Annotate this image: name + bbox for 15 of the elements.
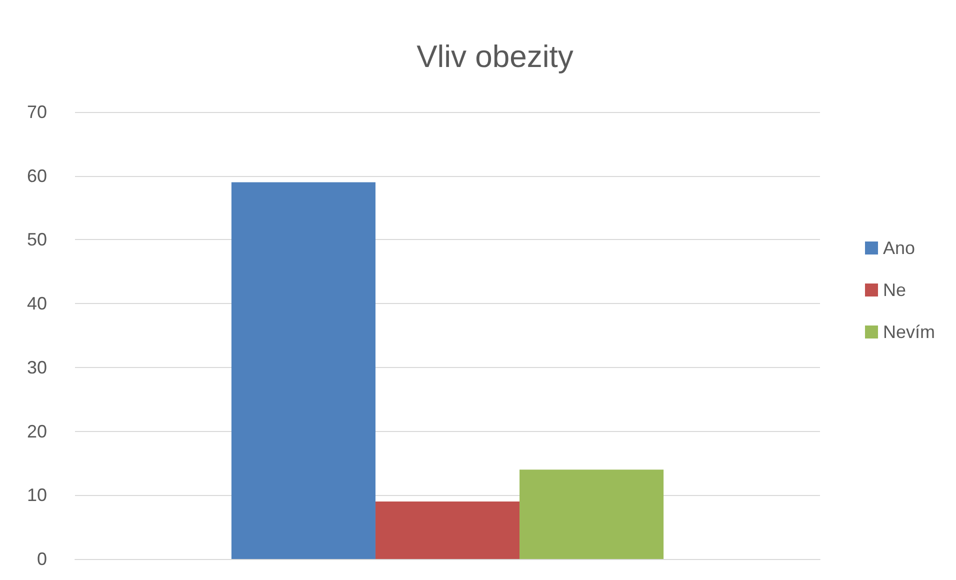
y-tick-label: 40 (26, 294, 47, 314)
legend-label: Ne (883, 280, 906, 300)
y-tick-label: 30 (26, 357, 47, 378)
y-tick-label: 20 (26, 421, 47, 442)
chart-title: Vliv obezity (416, 39, 574, 74)
legend-label: Nevím (883, 322, 936, 342)
y-tick-label: 0 (36, 549, 47, 569)
bar (520, 470, 664, 559)
y-tick-label: 70 (26, 102, 47, 122)
y-tick-label: 10 (26, 485, 47, 506)
bar (231, 182, 376, 559)
y-tick-label: 50 (26, 230, 47, 250)
y-tick-label: 60 (26, 166, 47, 186)
bar (375, 502, 520, 559)
legend-label: Ano (883, 238, 916, 258)
